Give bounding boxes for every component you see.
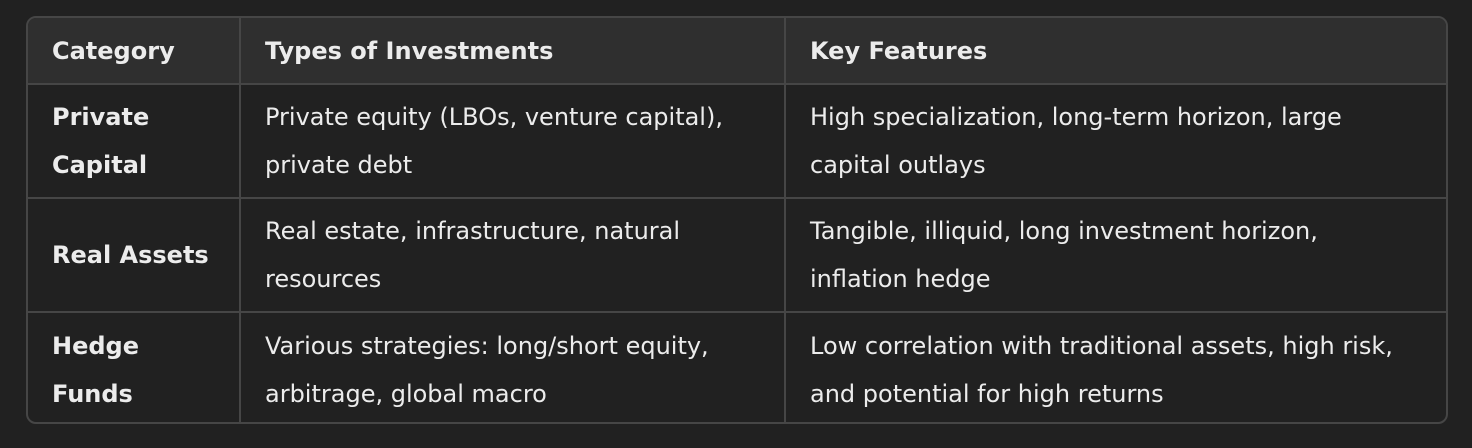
header-types-of-investments: Types of Investments [240,18,786,85]
header-row: Category Types of Investments Key Featur… [28,18,1446,85]
cell-category: Private Capital [28,84,241,199]
header-category: Category [28,18,241,85]
table-row: Real Assets Real estate, infrastructure,… [28,198,1446,313]
cell-types: Various strategies: long/short equity, a… [240,312,786,422]
cell-category: Hedge Funds [28,312,241,422]
table-row: Hedge Funds Various strategies: long/sho… [28,312,1446,422]
cell-features: Tangible, illiquid, long investment hori… [785,198,1446,313]
investments-table: Category Types of Investments Key Featur… [28,18,1446,422]
table-row: Private Capital Private equity (LBOs, ve… [28,84,1446,199]
cell-features: Low correlation with traditional assets,… [810,331,1393,408]
cell-category: Real Assets [28,198,241,313]
cell-features: High specialization, long-term horizon, … [785,84,1446,199]
cell-types: Real estate, infrastructure, natural res… [240,198,786,313]
table-header: Category Types of Investments Key Featur… [28,18,1446,85]
header-key-features: Key Features [785,18,1446,85]
investments-table-container: Category Types of Investments Key Featur… [26,16,1448,424]
cell-types: Private equity (LBOs, venture capital), … [240,84,786,199]
table-body: Private Capital Private equity (LBOs, ve… [28,84,1446,422]
